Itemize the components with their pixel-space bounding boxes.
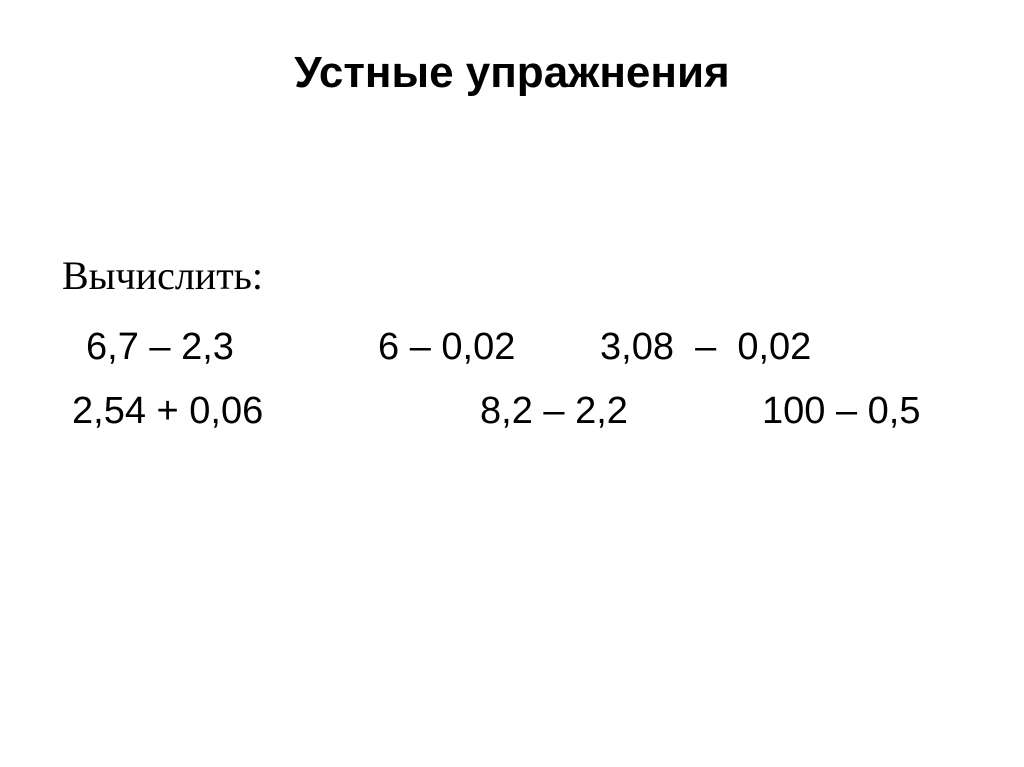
slide-title: Устные упражнения: [294, 48, 730, 97]
expression: 8,2 – 2,2: [480, 390, 628, 432]
expression: 6,7 – 2,3: [86, 326, 234, 368]
expression: 2,54 + 0,06: [72, 390, 264, 432]
task-label: Вычислить:: [62, 253, 264, 298]
expression: 6 – 0,02: [378, 326, 516, 368]
expression: 100 – 0,5: [762, 390, 921, 432]
expression: 3,08 – 0,02: [600, 326, 812, 368]
